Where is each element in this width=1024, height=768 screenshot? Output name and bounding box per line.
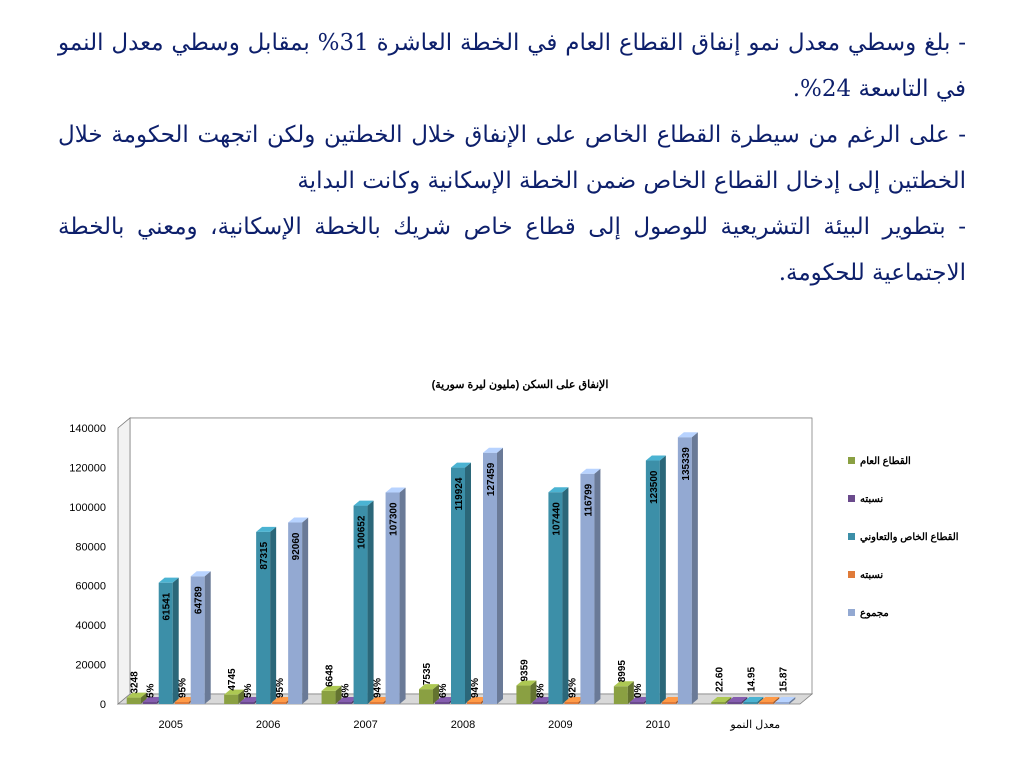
bar [190,571,211,704]
bar [451,462,471,704]
bar [516,680,537,704]
data-label: 8% [535,683,546,698]
data-label: 6648 [325,664,336,687]
data-label: 119924 [454,477,465,510]
paragraph-1: - بلغ وسطي معدل نمو إنفاق القطاع العام ف… [58,30,966,102]
data-label: 61541 [162,592,173,620]
x-tick-label: 2006 [256,719,280,731]
legend-swatch [848,571,855,578]
legend-swatch [848,495,855,502]
x-tick-label: 2007 [353,719,377,731]
data-label: 15.87 [778,667,789,692]
data-label: 92% [567,678,578,698]
legend-swatch [848,533,855,540]
paragraph-3: - بتطوير البيئة التشريعية للوصول إلى قطا… [58,214,966,286]
bar [548,487,569,704]
chart-title: الإنفاق على السكن (مليون ليرة سورية) [432,379,609,392]
bar [126,692,147,704]
data-label: 94% [470,678,481,698]
legend-item: نسبته [848,570,883,581]
bar [645,455,666,704]
legend-label: القطاع العام [860,456,911,467]
data-label: 3248 [130,671,141,694]
slide-text: - بلغ وسطي معدل نمو إنفاق القطاع العام ف… [58,20,966,296]
bar [419,684,439,704]
data-label: 8995 [617,660,628,683]
data-label: 116799 [583,483,594,516]
bar [353,500,374,704]
y-axis-labels: 0 20000 40000 60000 80000 100000 120000 140000 [69,423,106,711]
data-label: 87315 [259,541,270,569]
y-tick-label: 40000 [75,620,106,632]
housing-expenditure-chart: الإنفاق على السكن (مليون ليرة سورية) 0 20… [69,379,959,731]
bar [677,432,698,704]
y-tick-label: 140000 [69,423,106,435]
x-axis-labels: 2005 2006 2007 2008 2009 2010 معدل النمو [158,719,780,731]
data-label: 92060 [291,532,302,560]
data-label: 7535 [422,662,433,685]
data-label: 94% [373,678,384,698]
legend-item: مجموع [848,608,889,619]
chart-bars [126,432,796,704]
data-label: 64789 [194,586,205,614]
legend-swatch [848,457,855,464]
y-tick-label: 100000 [69,502,106,514]
data-label: 95% [178,678,189,698]
bar [613,681,634,704]
y-tick-label: 20000 [75,660,106,672]
data-label: 4745 [227,668,238,691]
data-label: 107440 [551,502,562,536]
legend-label: نسبته [860,494,883,505]
data-label: 135339 [681,447,692,481]
legend-label: القطاع الخاص والتعاوني [860,532,959,543]
data-labels: 3248 5% 61541 95% 64789 4745 5% 87315 95% 92060 66… [130,447,790,698]
bar [288,517,309,704]
x-tick-label: 2009 [548,719,572,731]
bar [385,487,406,704]
data-label: 0% [633,683,644,698]
y-tick-label: 60000 [75,581,106,593]
paragraph-2: - على الرغم من سيطرة القطاع الخاص على ال… [58,122,966,194]
side-wall [117,417,131,705]
bar [743,697,764,704]
bar [759,697,780,704]
bar [321,685,342,704]
data-label: 100652 [357,515,368,549]
data-label: 22.60 [714,667,725,692]
legend-label: مجموع [860,608,889,619]
legend-item: القطاع الخاص والتعاوني [848,532,959,543]
x-tick-label: 2010 [646,719,670,731]
bar [580,468,601,704]
y-tick-label: 120000 [69,462,106,474]
bar [483,447,503,704]
data-label: 5% [146,683,157,698]
bar [727,697,748,704]
bar [711,697,732,704]
data-label: 107300 [389,502,400,536]
y-tick-label: 0 [100,699,106,711]
data-label: 14.95 [746,667,757,692]
chart-legend: القطاع العام نسبته القطاع الخاص والتعاوني ن… [848,456,959,619]
x-tick-label: 2005 [158,719,182,731]
data-label: 6% [341,683,352,698]
y-tick-label: 80000 [75,541,106,553]
data-label: 5% [243,683,254,698]
legend-item: القطاع العام [848,456,911,467]
data-label: 6% [438,683,449,698]
bar [158,577,179,704]
legend-item: نسبته [848,494,883,505]
legend-swatch [848,609,855,616]
bar [775,697,796,704]
bar [224,689,245,704]
data-label: 123500 [649,470,660,504]
data-label: 127459 [486,462,497,496]
legend-label: نسبته [860,570,883,581]
x-tick-label: معدل النمو [729,719,780,731]
data-label: 95% [275,678,286,698]
data-label: 9359 [519,659,530,682]
bar [256,526,277,704]
x-tick-label: 2008 [451,719,475,731]
